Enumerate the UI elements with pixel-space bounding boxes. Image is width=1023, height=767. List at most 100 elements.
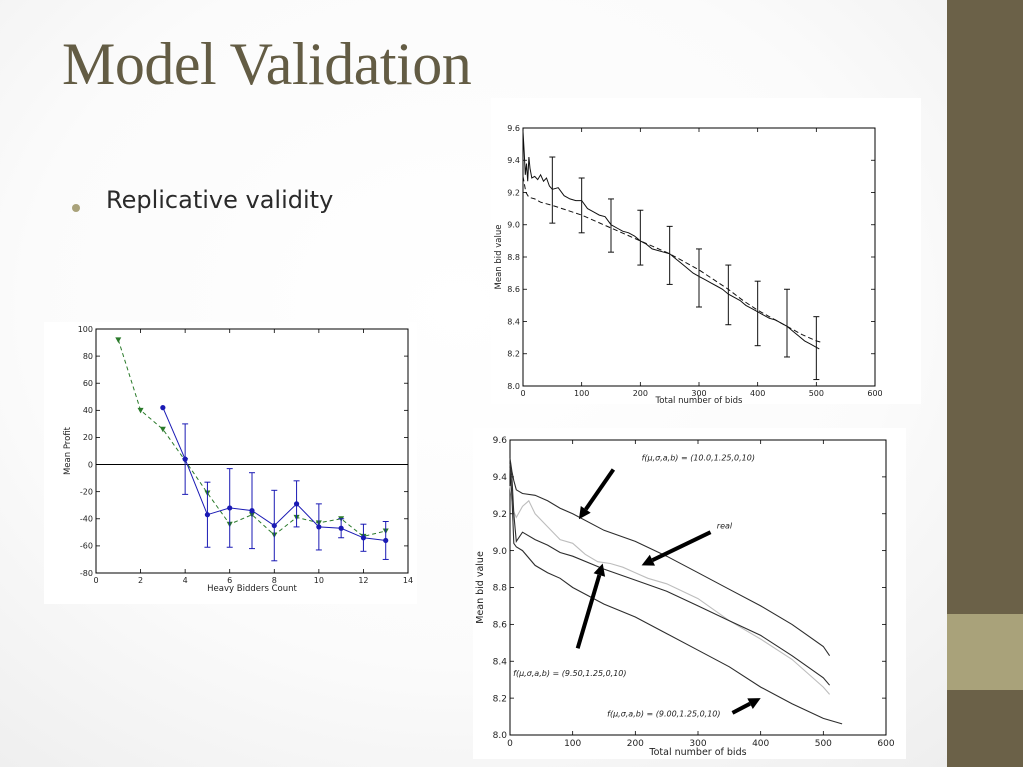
- y-tick-label: 40: [83, 406, 93, 415]
- mean-bid-bottom-panel: 0 100 200 300 400 500 600 8.0 8.2 8.4 8.6 8.8 9.0 9.2…: [473, 428, 906, 759]
- y-tick-label: -20: [80, 487, 93, 496]
- y-tick-label: 20: [83, 433, 93, 442]
- x-tick-label: 400: [750, 389, 765, 398]
- x-tick-label: 14: [403, 576, 413, 585]
- x-tick-label: 0: [520, 389, 525, 398]
- y-tick-label: 9.6: [493, 436, 508, 446]
- x-tick-label: 0: [507, 739, 513, 749]
- bullet-dot: [72, 204, 80, 212]
- x-tick-label: 8: [272, 576, 277, 585]
- y-axis-label: Mean Profit: [63, 426, 73, 475]
- x-tick-label: 500: [809, 389, 824, 398]
- y-tick-label: -40: [80, 515, 93, 524]
- y-tick-label: 8.0: [507, 382, 520, 391]
- x-tick-label: 300: [689, 739, 706, 749]
- profit-chart-panel: 0 2 4 6 8 10 12 14 -80 -60 -40 -20 0 20 40 60 80 100 Heavy…: [44, 322, 417, 604]
- x-tick-label: 12: [358, 576, 368, 585]
- series-line: [509, 486, 831, 695]
- data-point: [338, 525, 344, 531]
- annotation-arrow-head: [747, 698, 761, 709]
- y-tick-label: 100: [78, 325, 93, 334]
- x-tick-label: 100: [564, 739, 581, 749]
- annotation-arrow: [575, 574, 602, 649]
- y-tick-label: 9.2: [507, 188, 520, 197]
- y-tick-label: 9.2: [493, 510, 507, 520]
- y-tick-label: 8.6: [493, 621, 508, 631]
- y-tick-label: 8.4: [493, 657, 508, 667]
- x-tick-label: 100: [574, 389, 589, 398]
- x-tick-label: 500: [815, 739, 832, 749]
- x-axis-label: Total number of bids: [655, 396, 743, 404]
- y-tick-label: 9.0: [507, 221, 520, 230]
- series-line: [509, 467, 843, 725]
- y-tick-label: 9.0: [493, 547, 508, 557]
- annotation-arrow: [651, 530, 712, 562]
- x-tick-label: 4: [183, 576, 188, 585]
- y-tick-label: 60: [83, 379, 93, 388]
- x-tick-label: 6: [227, 576, 232, 585]
- y-tick-label: 8.6: [507, 285, 520, 294]
- data-point: [115, 337, 122, 343]
- mean-bid-top-panel: 0 100 200 300 400 500 600 8.0 8.2 8.4 8.6 8.8 9.0 9.2…: [491, 98, 921, 406]
- annotation-arrow-head: [593, 563, 606, 577]
- profit-chart: 0 2 4 6 8 10 12 14 -80 -60 -40 -20 0 20 40 60 80 100 Heavy…: [63, 325, 413, 594]
- y-tick-label: 80: [83, 352, 93, 361]
- data-point: [271, 522, 277, 529]
- plot-frame: [95, 328, 409, 574]
- x-tick-label: 10: [314, 576, 324, 585]
- right-decor-accent: [947, 614, 1023, 690]
- x-tick-label: 2: [138, 576, 143, 585]
- y-tick-label: 9.4: [507, 156, 520, 165]
- series-line: [522, 131, 820, 350]
- mean-bid-top-chart: 0 100 200 300 400 500 600 8.0 8.2 8.4 8.6 8.8 9.0 9.2…: [494, 124, 883, 406]
- y-tick-label: 0: [88, 460, 93, 469]
- x-tick-label: 300: [691, 389, 706, 398]
- y-tick-label: 8.2: [507, 350, 520, 359]
- data-point: [249, 508, 255, 514]
- y-axis-label: Mean bid value: [475, 551, 486, 624]
- series-line: [509, 458, 831, 657]
- annotation-arrow: [731, 701, 751, 715]
- y-tick-label: 8.8: [493, 584, 508, 594]
- series-line: [522, 176, 823, 343]
- mean-bid-bottom-chart: 0 100 200 300 400 500 600 8.0 8.2 8.4 8.6 8.8 9.0 9.2…: [475, 436, 895, 758]
- x-tick-label: 600: [877, 739, 894, 749]
- data-point: [182, 456, 188, 462]
- data-point: [383, 537, 389, 544]
- y-tick-label: 8.4: [507, 317, 520, 326]
- y-tick-label: -80: [80, 569, 93, 578]
- data-point: [316, 524, 322, 530]
- data-point: [137, 407, 144, 414]
- x-axis-label: Total number of bids: [648, 747, 746, 758]
- y-tick-label: 8.2: [493, 694, 507, 704]
- data-point: [159, 426, 166, 433]
- y-tick-label: -60: [80, 542, 93, 551]
- annotation-arrow-head: [578, 506, 591, 520]
- x-tick-label: 200: [633, 389, 648, 398]
- y-tick-label: 9.4: [493, 473, 508, 483]
- x-tick-label: 400: [752, 739, 769, 749]
- annotation-arrow-head: [641, 554, 655, 566]
- y-tick-label: 8.0: [493, 731, 508, 741]
- data-point: [204, 512, 211, 518]
- x-tick-label: 200: [627, 739, 644, 749]
- slide-title: Model Validation: [62, 31, 472, 97]
- y-tick-label: 8.8: [507, 253, 520, 262]
- bullet-text: Replicative validity: [106, 186, 334, 214]
- annotation-label: real: [717, 522, 733, 531]
- data-point: [360, 535, 367, 541]
- x-axis-label: Heavy Bidders Count: [207, 584, 297, 594]
- annotation-arrow: [584, 468, 616, 511]
- series-line: [509, 463, 831, 686]
- x-tick-label: 600: [867, 389, 882, 398]
- y-axis-label: Mean bid value: [494, 225, 504, 290]
- plot-frame: [509, 439, 887, 736]
- annotation-label: f(μ,σ,a,b) = (10.0,1.25,0,10): [642, 453, 755, 462]
- annotation-label: f(μ,σ,a,b) = (9.00,1.25,0,10): [607, 710, 720, 719]
- data-point: [227, 505, 233, 511]
- x-tick-label: 0: [93, 576, 98, 585]
- data-point: [293, 501, 300, 507]
- annotation-label: f(μ,σ,a,b) = (9.50,1.25,0,10): [513, 669, 626, 678]
- data-point: [160, 405, 166, 411]
- y-tick-label: 9.6: [507, 124, 520, 133]
